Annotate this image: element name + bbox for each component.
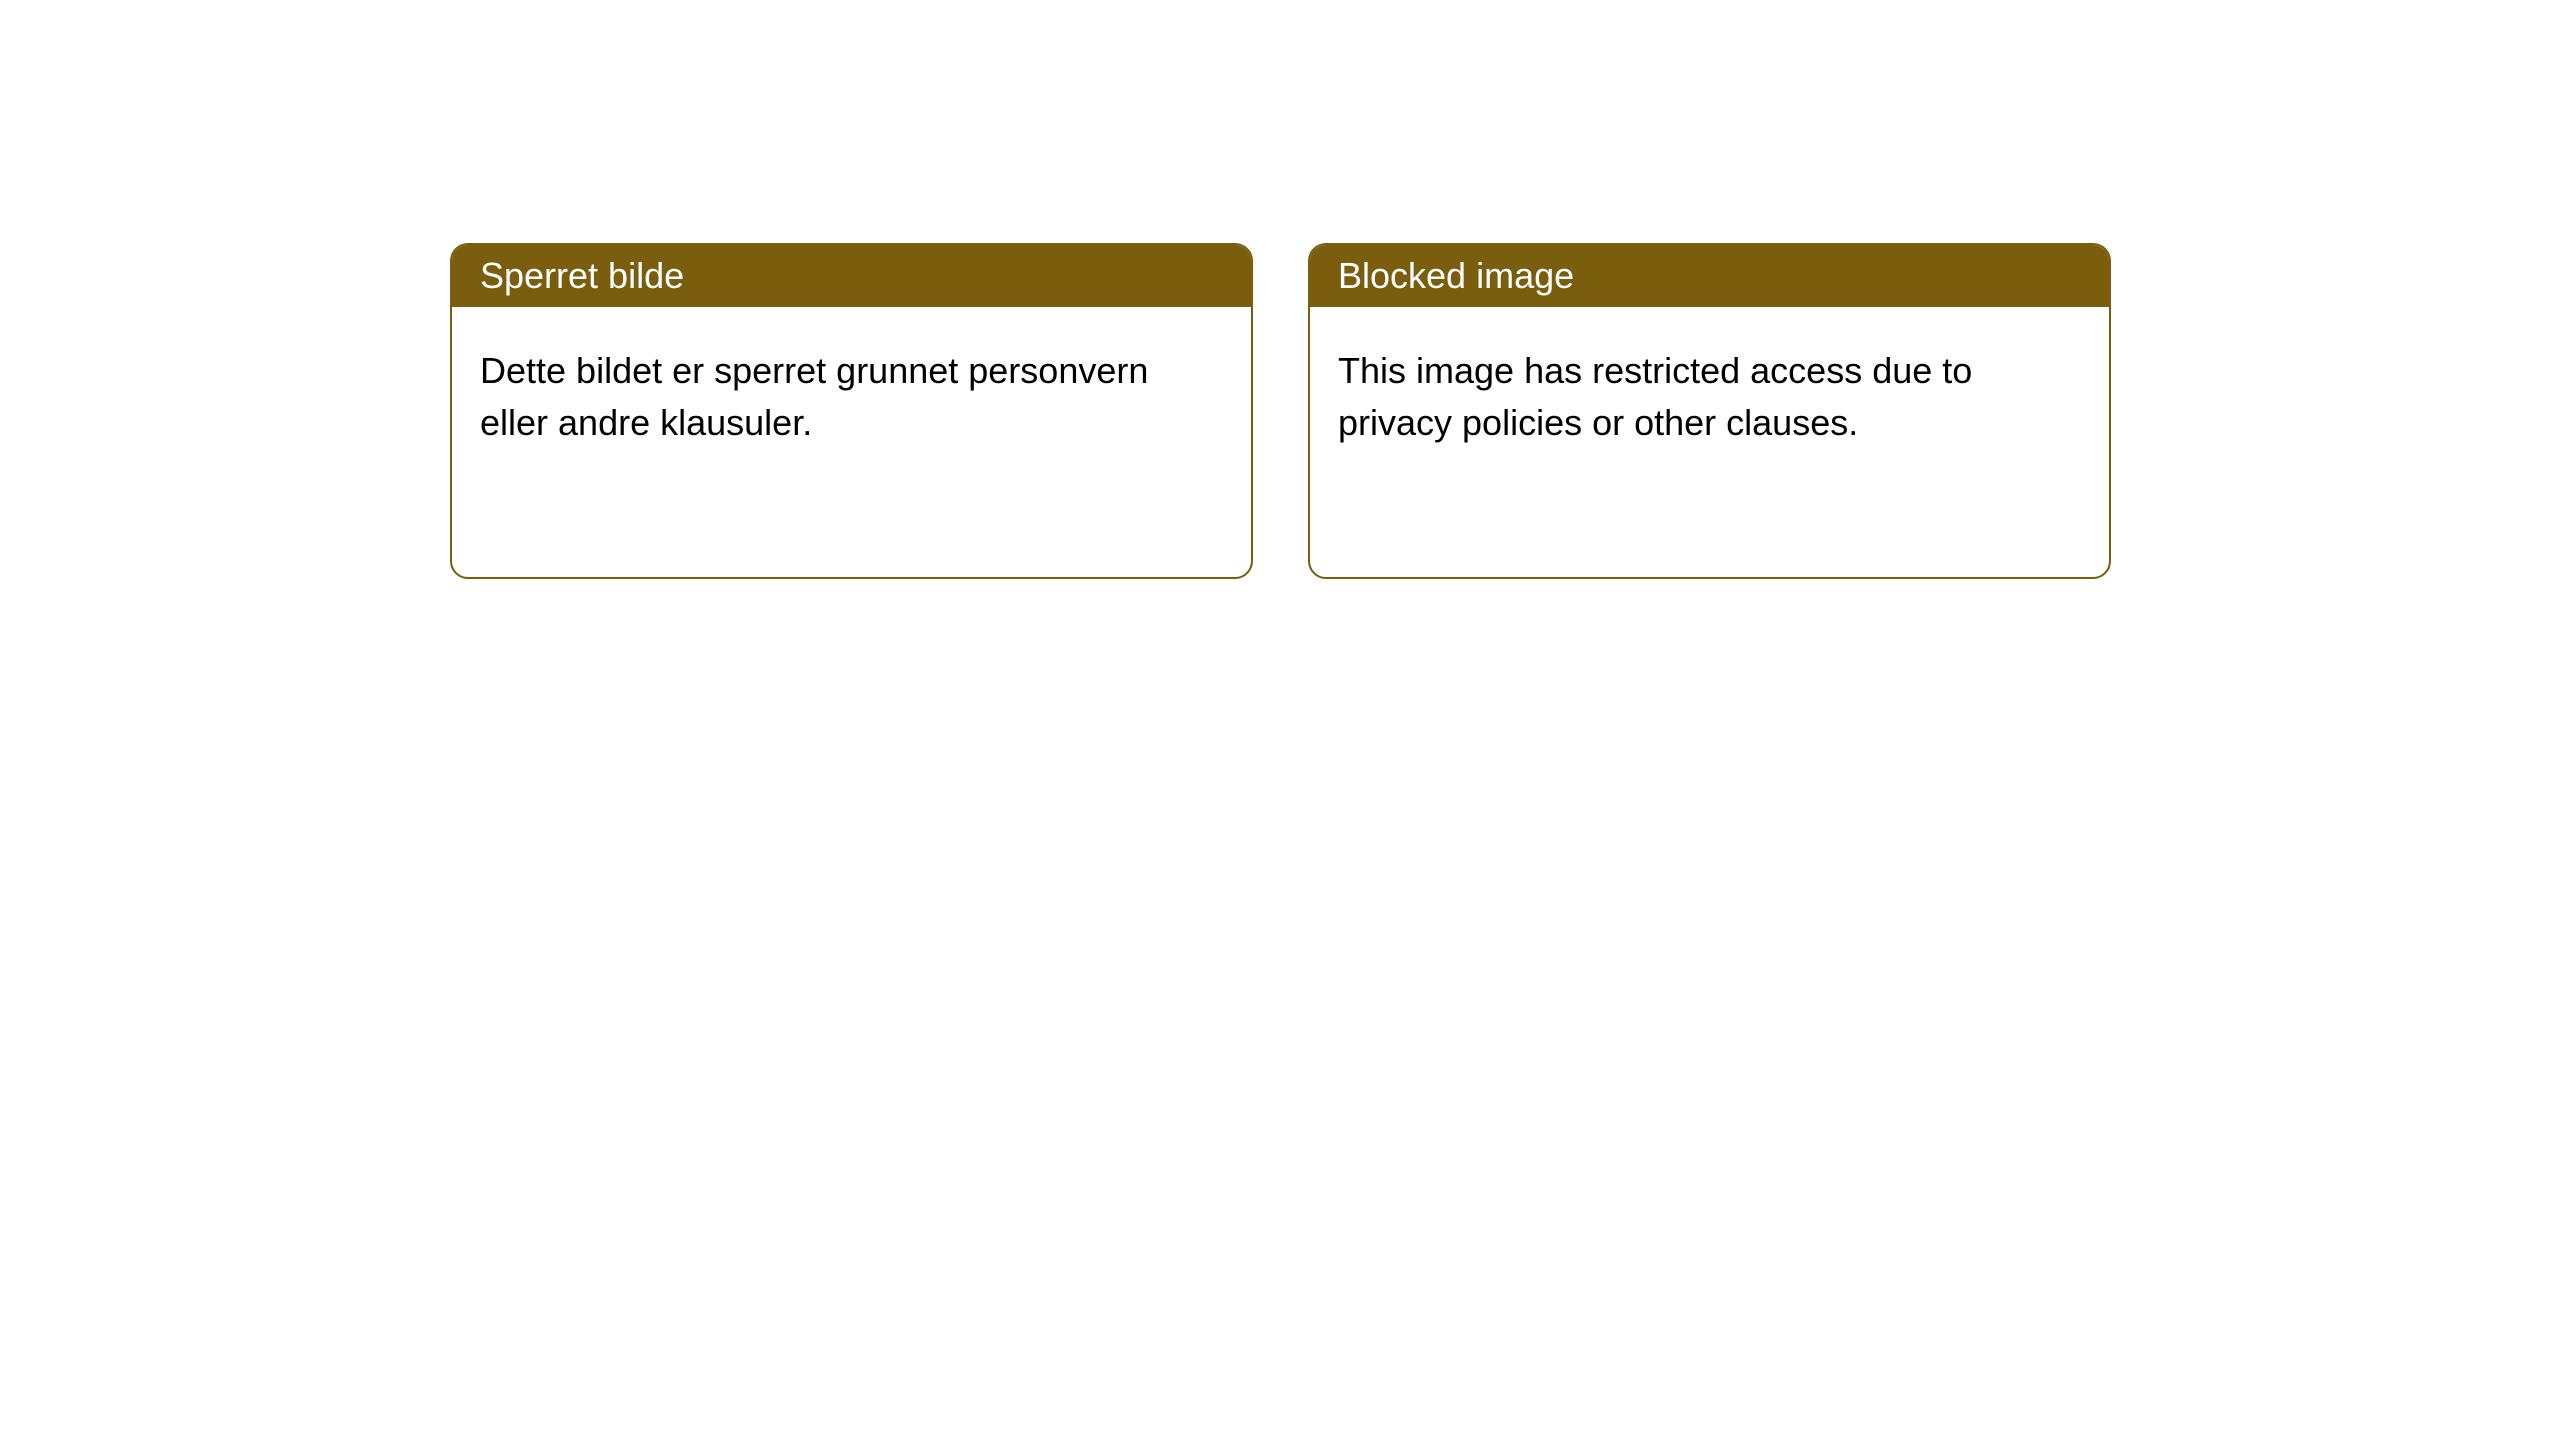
notice-title: Blocked image <box>1310 245 2109 307</box>
notice-body: This image has restricted access due to … <box>1310 307 2109 577</box>
notice-body: Dette bildet er sperret grunnet personve… <box>452 307 1251 577</box>
notice-container: Sperret bilde Dette bildet er sperret gr… <box>0 0 2560 579</box>
notice-card-norwegian: Sperret bilde Dette bildet er sperret gr… <box>450 243 1253 579</box>
notice-card-english: Blocked image This image has restricted … <box>1308 243 2111 579</box>
notice-title: Sperret bilde <box>452 245 1251 307</box>
